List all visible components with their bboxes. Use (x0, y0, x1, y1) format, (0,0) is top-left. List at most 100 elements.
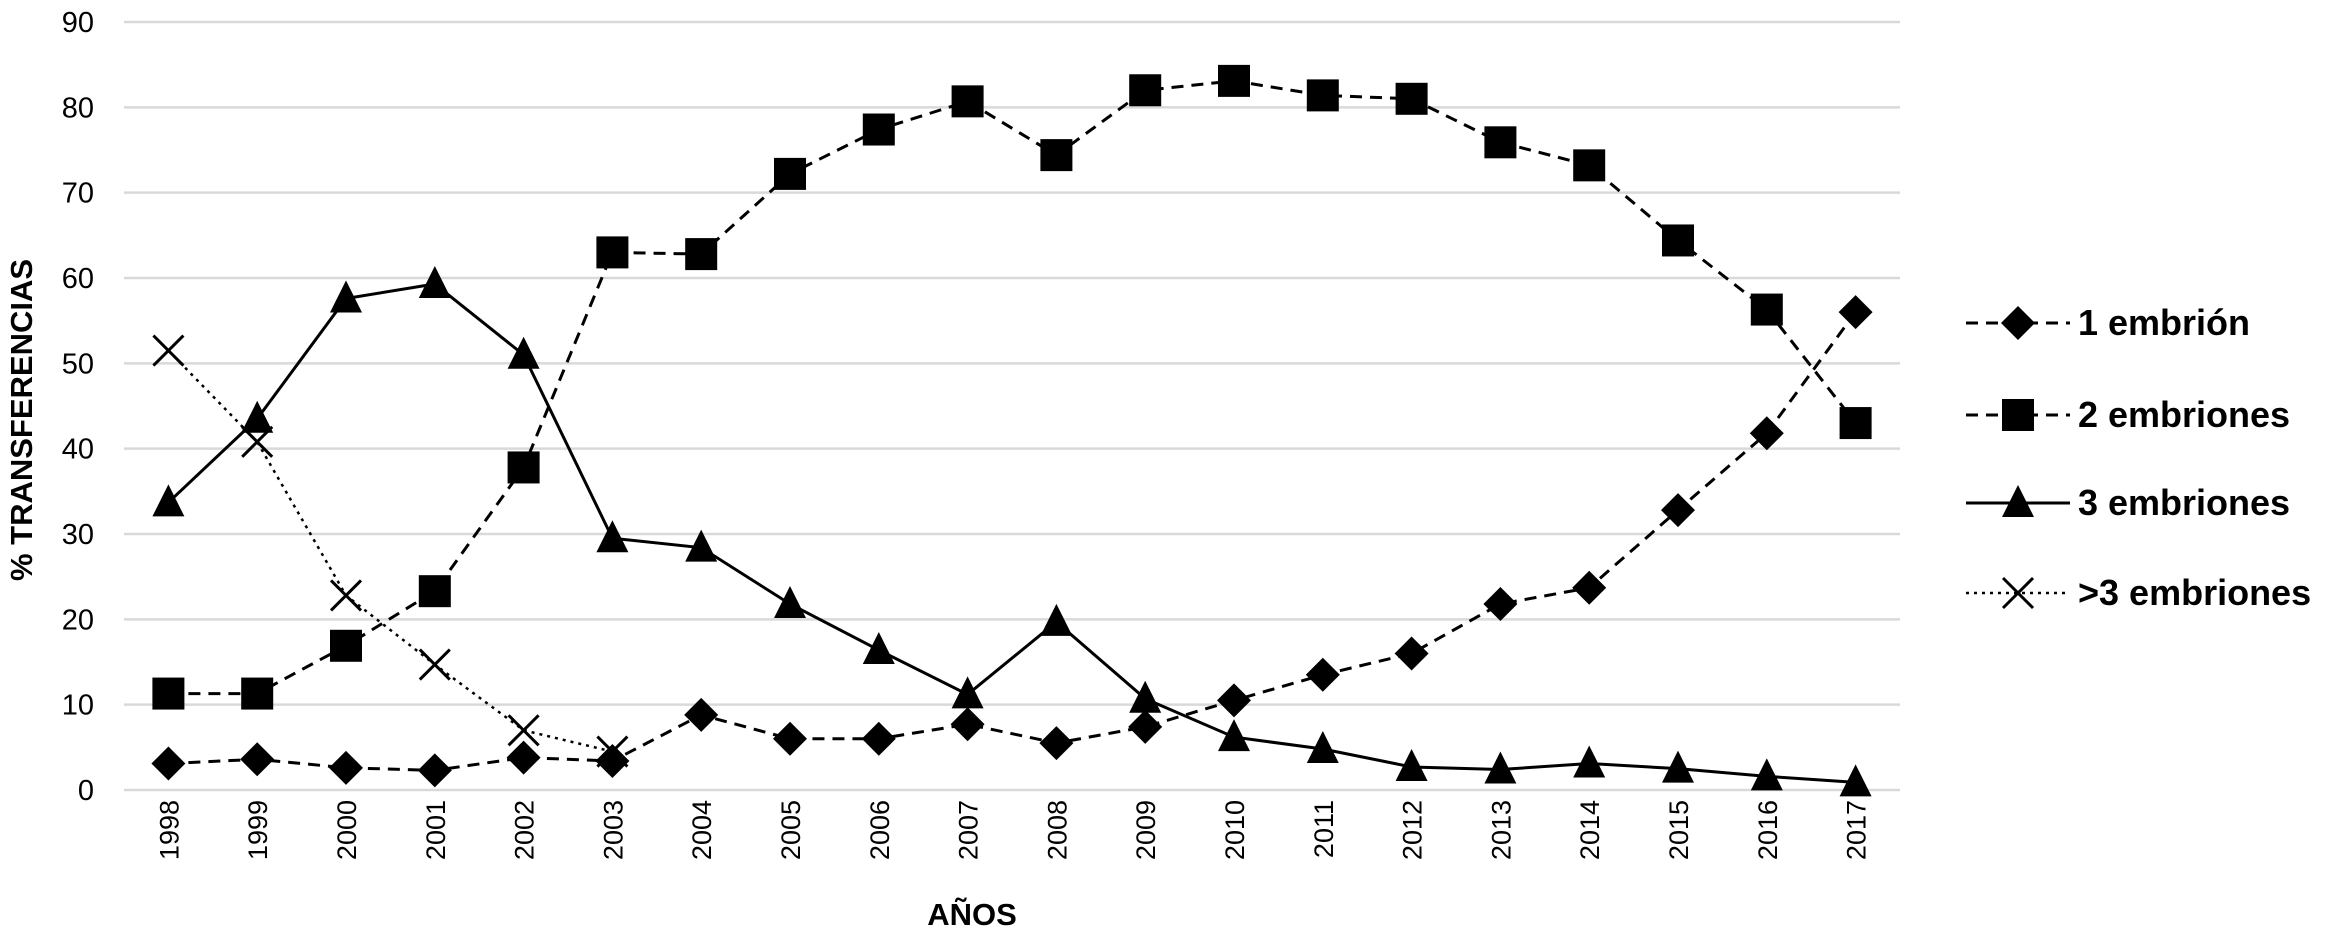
legend-item-more-than-3-embriones: >3 embriones (1966, 572, 2311, 613)
y-axis-title: % TRANSFERENCIAS (4, 259, 39, 581)
legend-triangle-marker (2002, 485, 2034, 517)
square-marker (1662, 224, 1694, 257)
triangle-marker (1750, 758, 1783, 791)
square-marker (1395, 82, 1428, 115)
square-marker (1750, 293, 1783, 326)
diamond-marker (1838, 295, 1873, 330)
diamond-marker (1394, 636, 1429, 671)
square-marker (1484, 126, 1517, 159)
diamond-marker (1217, 683, 1251, 718)
diamond-marker (684, 697, 719, 732)
triangle-marker (1573, 745, 1606, 778)
square-marker (1573, 149, 1606, 182)
legend-x-marker (2001, 576, 2035, 610)
x-axis: 1998 1999 2000 2001 2002 2003 2004 2005 2006 2007… (124, 788, 1900, 860)
triangle-marker (241, 400, 274, 433)
triangle-marker (1484, 751, 1517, 784)
triangle-marker (330, 280, 362, 313)
gridlines (124, 20, 1900, 706)
triangle-marker (1839, 764, 1872, 797)
triangle-marker (685, 529, 718, 562)
y-tick-label: 30 (62, 519, 94, 551)
x-tick-label: 2000 (332, 800, 362, 860)
x-tick-label: 1999 (243, 800, 273, 860)
y-tick-label: 90 (62, 7, 94, 39)
legend-item-2-embriones: 2 embriones (1966, 394, 2290, 435)
triangle-marker (1395, 748, 1428, 781)
square-marker (951, 85, 984, 118)
x-tick-label: 2011 (1309, 800, 1339, 858)
y-tick-label: 60 (62, 263, 94, 295)
square-marker (507, 451, 540, 484)
legend-square-marker (2002, 399, 2034, 431)
x-tick-label: 2004 (687, 800, 717, 860)
diamond-marker (773, 721, 807, 756)
x-tick-label: 2015 (1664, 800, 1694, 860)
legend-label: >3 embriones (2078, 572, 2311, 613)
x-axis-title: AÑOS (927, 897, 1017, 932)
triangle-marker (1040, 603, 1073, 636)
triangle-marker (774, 585, 806, 618)
diamond-marker (1305, 657, 1340, 692)
y-tick-label: 70 (62, 178, 94, 210)
legend-label: 1 embrión (2078, 302, 2250, 343)
diamond-marker (240, 742, 275, 777)
y-axis-ticks: 0 10 20 30 40 50 60 70 80 90 (62, 7, 94, 807)
square-marker (152, 677, 185, 710)
x-tick-label: 2007 (954, 800, 984, 860)
diamond-marker (861, 721, 896, 756)
y-tick-label: 80 (62, 92, 94, 124)
diamond-marker (1128, 709, 1163, 744)
data-series (151, 64, 1873, 797)
triangle-marker (1129, 680, 1162, 713)
y-tick-label: 40 (62, 434, 94, 466)
diamond-marker (151, 746, 186, 781)
x-tick-label: 2014 (1575, 800, 1605, 860)
triangle-marker (951, 676, 984, 709)
x-tick-label: 2002 (510, 800, 540, 860)
triangle-marker (1218, 719, 1250, 752)
y-tick-label: 10 (62, 690, 94, 722)
diamond-marker (329, 750, 363, 785)
x-tick-label: 1998 (154, 800, 184, 860)
x-tick-label: 2016 (1753, 800, 1783, 860)
triangle-marker (507, 336, 540, 369)
square-marker (1040, 139, 1073, 172)
x-tick-label: 2003 (598, 800, 628, 860)
triangle-marker (596, 520, 629, 553)
x-marker (241, 425, 274, 458)
diamond-marker (1749, 416, 1784, 451)
square-marker (862, 113, 895, 146)
x-marker (418, 648, 451, 681)
legend-item-3-embriones: 3 embriones (1966, 482, 2290, 523)
legend: 1 embrión 2 embriones 3 embriones >3 embrio… (1966, 302, 2311, 613)
y-tick-label: 20 (62, 604, 94, 636)
legend-label: 2 embriones (2078, 394, 2290, 435)
series-line (167, 349, 613, 753)
x-marker (152, 334, 185, 367)
x-marker (596, 735, 629, 768)
diamond-marker (595, 743, 630, 778)
diamond-marker (1483, 586, 1518, 621)
triangle-marker (1662, 750, 1694, 783)
x-tick-label: 2010 (1220, 800, 1250, 860)
series-line (168, 311, 1857, 772)
legend-label: 3 embriones (2078, 482, 2290, 523)
y-tick-label: 50 (62, 348, 94, 380)
square-marker (241, 677, 274, 710)
square-marker (1839, 407, 1872, 440)
square-marker (1306, 79, 1339, 112)
x-tick-label: 2013 (1486, 800, 1516, 860)
y-tick-label: 0 (78, 775, 94, 807)
triangle-marker (152, 484, 185, 517)
triangle-marker (1306, 731, 1339, 764)
diamond-marker (417, 753, 452, 788)
x-tick-label: 2017 (1842, 800, 1872, 860)
x-tick-label: 2009 (1131, 800, 1161, 860)
series-2-embriones (152, 64, 1872, 710)
square-marker (330, 629, 362, 662)
series-line (168, 79, 1857, 696)
square-marker (418, 575, 451, 608)
triangle-marker (862, 632, 895, 665)
